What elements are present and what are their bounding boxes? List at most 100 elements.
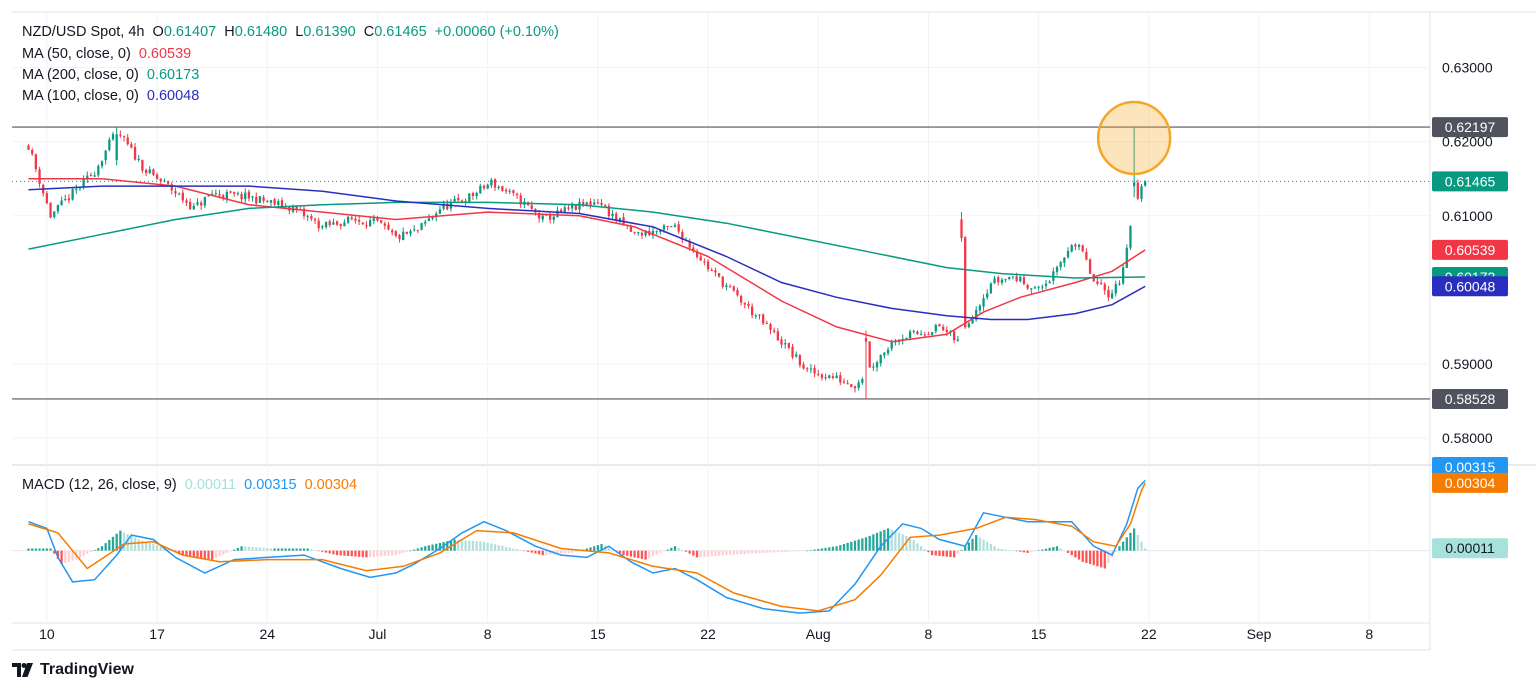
time-tick-label: 22	[1141, 626, 1157, 642]
candle-body	[468, 193, 471, 203]
macd-histogram-bar	[486, 542, 489, 551]
candle-body	[34, 154, 38, 170]
candle-body	[126, 137, 129, 145]
macd-histogram-bar	[596, 545, 600, 551]
macd-histogram-bar	[784, 550, 787, 552]
macd-histogram-bar	[593, 546, 596, 551]
candle-body	[490, 179, 493, 186]
macd-histogram-bar	[482, 541, 486, 551]
macd-histogram-bar	[126, 534, 129, 551]
candle-body	[916, 331, 919, 335]
candle-body	[651, 230, 655, 236]
macd-histogram-bar	[1088, 550, 1092, 565]
macd-histogram-bar	[317, 550, 320, 552]
macd-histogram-bar	[299, 548, 302, 551]
macd-histogram-bar	[776, 550, 779, 553]
macd-histogram-bar	[185, 550, 188, 556]
candle-body	[993, 278, 996, 284]
candle-body	[655, 231, 658, 233]
candle-body	[236, 193, 240, 195]
candle-body	[60, 200, 63, 206]
macd-histogram-bar	[27, 548, 30, 551]
candle-body	[460, 200, 464, 202]
candle-body	[938, 324, 941, 327]
candle-body	[1074, 244, 1077, 247]
candle-body	[361, 222, 364, 225]
macd-histogram-bar	[666, 549, 669, 551]
macd-histogram-bar	[1077, 550, 1081, 560]
macd-histogram-bar	[424, 546, 427, 551]
candle-body	[706, 261, 710, 270]
candle-body	[67, 198, 71, 201]
candle-body	[402, 231, 405, 240]
macd-histogram-bar	[365, 550, 368, 558]
macd-histogram-bar	[383, 550, 386, 556]
macd-histogram-bar	[405, 550, 409, 552]
macd-histogram-bar	[725, 550, 728, 556]
macd-histogram-bar	[78, 550, 82, 558]
candle-body	[177, 193, 181, 195]
tradingview-brand[interactable]: TradingView	[12, 661, 134, 679]
candle-body	[247, 191, 251, 199]
candle-body	[662, 225, 666, 230]
candle-body	[798, 355, 802, 366]
macd-histogram-bar	[622, 550, 625, 556]
macd-histogram-bar	[806, 550, 809, 552]
candle-body	[332, 222, 335, 225]
candle-body	[380, 220, 383, 223]
macd-histogram-bar	[291, 548, 295, 551]
macd-histogram-bar	[919, 546, 923, 551]
macd-histogram-bar	[688, 550, 691, 554]
macd-histogram-bar	[34, 548, 38, 551]
macd-histogram-bar	[670, 547, 673, 551]
candle-body	[725, 285, 728, 287]
candle-body	[784, 343, 787, 345]
candle-body	[556, 210, 559, 218]
macd-histogram-bar	[1085, 550, 1088, 563]
macd-histogram-bar	[508, 547, 511, 551]
legend-h-label: H	[224, 24, 235, 40]
candle-body	[839, 375, 842, 383]
candle-body	[413, 229, 416, 231]
macd-histogram-bar	[251, 547, 254, 551]
legend-ma100-label: MA (100, close, 0)	[22, 88, 139, 104]
candle-body	[1041, 286, 1044, 288]
macd-histogram-bar	[515, 549, 519, 551]
macd-histogram-bar	[71, 550, 74, 561]
macd-histogram-bar	[986, 541, 989, 551]
candle-body	[504, 189, 508, 192]
candle-body	[600, 203, 603, 205]
macd-histogram-bar	[637, 550, 640, 559]
candle-body	[1110, 293, 1114, 299]
candle-body	[310, 216, 313, 219]
macd-histogram-bar	[413, 549, 416, 551]
macd-histogram-bar	[835, 546, 838, 551]
macd-histogram-bar	[769, 550, 772, 553]
candle-body	[493, 179, 497, 188]
macd-histogram-bar	[802, 550, 805, 552]
legend-c-label: C	[363, 24, 375, 40]
macd-histogram-bar	[1033, 550, 1037, 552]
macd-histogram-bar	[706, 550, 710, 557]
candle-body	[170, 184, 173, 191]
legend-macd-line: 0.00315	[244, 477, 297, 493]
macd-histogram-bar	[912, 540, 915, 551]
candle-body	[541, 215, 544, 220]
candle-body	[828, 375, 831, 378]
candle-body	[214, 193, 217, 195]
candle-body	[736, 290, 739, 296]
candle-body	[368, 220, 372, 227]
candle-body	[438, 209, 442, 214]
candle-body	[1033, 287, 1037, 289]
candle-body	[861, 379, 864, 383]
macd-histogram-bar	[148, 542, 151, 551]
candle-body	[762, 314, 765, 324]
macd-histogram-bar	[1004, 549, 1007, 551]
macd-histogram-bar	[681, 549, 684, 551]
macd-histogram-bar	[930, 550, 934, 556]
candle-body	[919, 333, 923, 335]
macd-histogram-bar	[104, 543, 107, 551]
macd-line	[28, 479, 1146, 614]
candle-body	[457, 197, 460, 201]
macd-histogram-bar	[233, 549, 236, 551]
